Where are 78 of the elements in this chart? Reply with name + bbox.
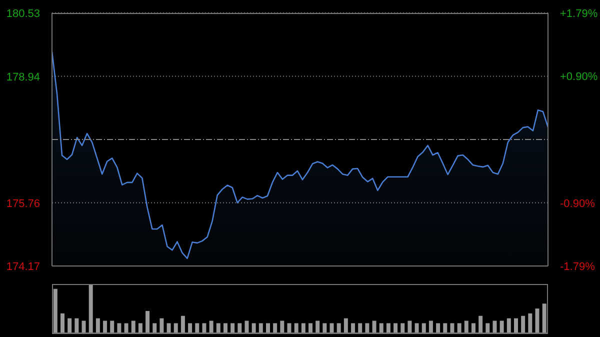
bar <box>542 304 546 333</box>
bar <box>152 323 157 333</box>
y2-tick-label: -0.90% <box>560 198 596 210</box>
bar <box>408 320 412 333</box>
bar <box>294 323 298 333</box>
bar <box>316 320 320 333</box>
bar <box>124 323 128 333</box>
bar <box>336 323 341 333</box>
bar <box>372 320 376 333</box>
bar <box>103 320 108 333</box>
bar <box>68 318 72 333</box>
bar <box>330 323 334 333</box>
bar <box>53 288 58 333</box>
bar <box>216 323 220 333</box>
bar <box>428 320 433 333</box>
bar <box>174 323 178 333</box>
y2-tick-label: -1.79% <box>560 261 596 273</box>
y2-tick-label: +0.90% <box>560 70 598 83</box>
bar <box>166 323 171 333</box>
bar <box>471 323 476 333</box>
bar <box>394 323 398 333</box>
bar <box>280 320 284 333</box>
bar <box>443 323 448 333</box>
bar <box>521 316 526 333</box>
bar <box>230 323 235 333</box>
bar <box>202 323 206 333</box>
bar <box>301 323 306 333</box>
bar <box>258 323 263 333</box>
bar <box>478 316 483 333</box>
bar <box>506 318 511 333</box>
bar <box>96 318 100 333</box>
bar <box>195 323 200 333</box>
bar <box>209 320 214 333</box>
bar <box>244 320 249 333</box>
bar <box>82 320 86 333</box>
bar <box>138 323 142 333</box>
bar <box>351 323 356 333</box>
bar <box>117 323 122 333</box>
bar <box>266 323 270 333</box>
bar <box>273 323 278 333</box>
bar <box>160 318 164 333</box>
bar <box>464 320 468 333</box>
bar <box>287 323 292 333</box>
y-tick-label: 175.76 <box>6 198 40 210</box>
bar <box>60 313 65 333</box>
bar <box>422 323 426 333</box>
bar <box>400 323 405 333</box>
bar <box>514 318 518 333</box>
bar <box>146 310 150 333</box>
y-tick-label: 180.53 <box>6 8 40 20</box>
bar <box>308 323 313 333</box>
bar <box>74 318 79 333</box>
bar <box>358 323 362 333</box>
y-tick-label: 178.94 <box>6 71 40 84</box>
bar <box>414 323 419 333</box>
bar <box>238 323 242 333</box>
bar <box>457 323 462 333</box>
bar <box>500 320 504 333</box>
bar <box>344 318 348 333</box>
bar <box>450 323 454 333</box>
bar <box>131 320 136 333</box>
bar <box>486 323 490 333</box>
bar <box>252 323 256 333</box>
y2-tick-label: +1.79% <box>560 8 598 20</box>
bar <box>535 308 540 333</box>
bar <box>88 284 93 333</box>
bar <box>528 313 532 333</box>
bar <box>188 323 192 333</box>
bar <box>386 323 390 333</box>
bar <box>492 320 497 333</box>
bar <box>322 323 327 333</box>
bar <box>180 316 185 333</box>
bar <box>223 323 228 333</box>
bar <box>365 323 370 333</box>
bar <box>110 320 114 333</box>
bar <box>379 323 384 333</box>
y-tick-label: 174.17 <box>6 261 40 273</box>
bar <box>436 323 440 333</box>
